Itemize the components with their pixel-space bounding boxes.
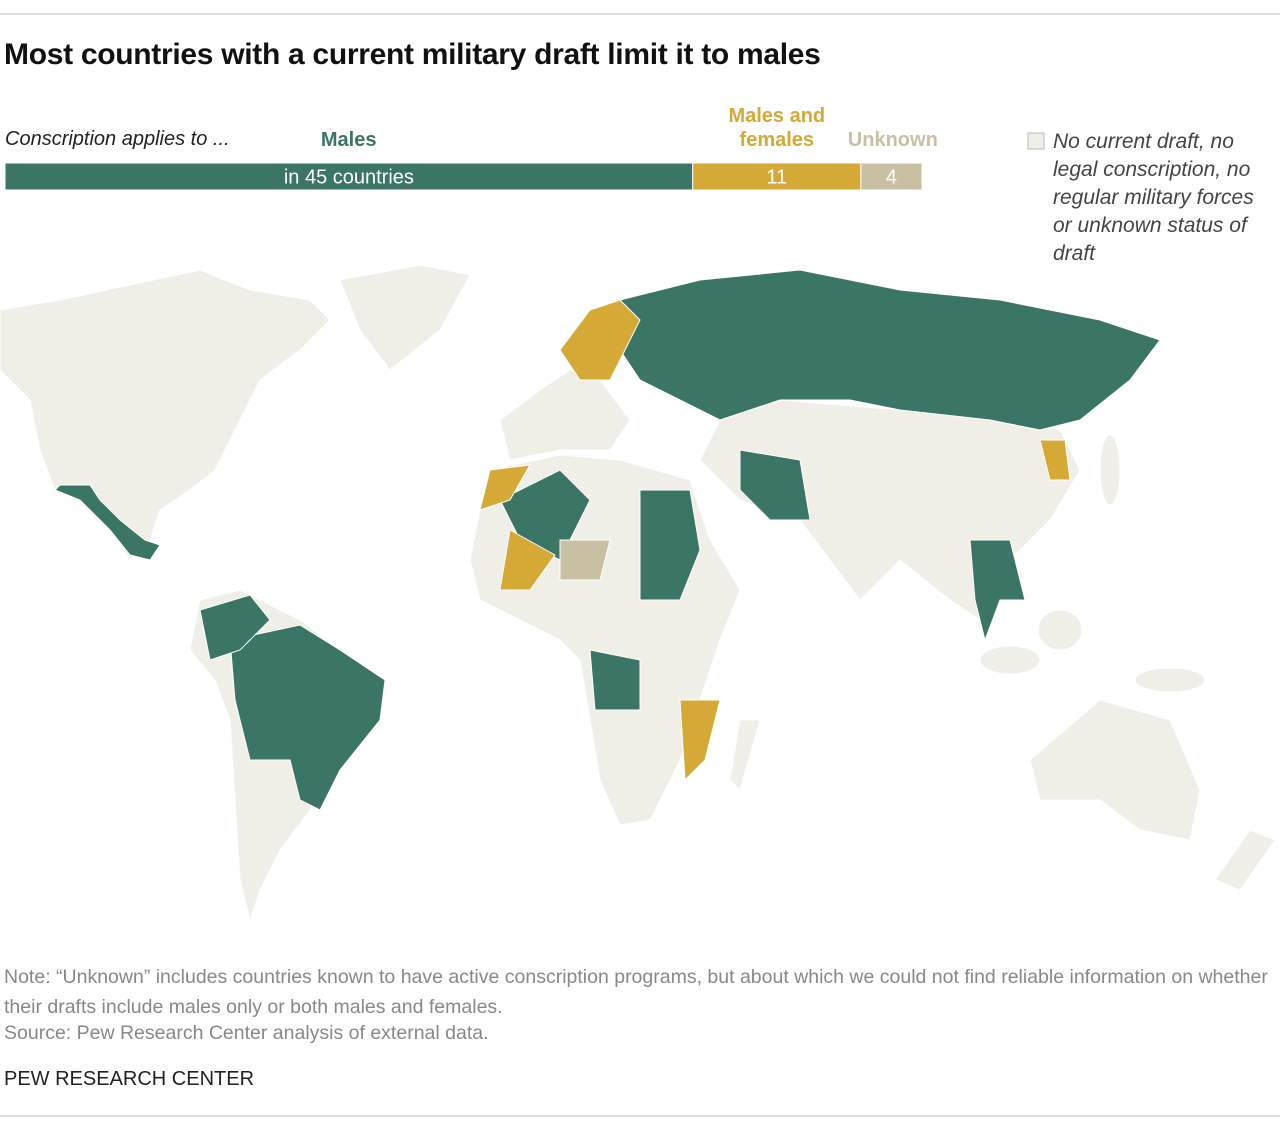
madagascar xyxy=(729,719,761,791)
russia xyxy=(619,269,1161,431)
iran-region xyxy=(739,449,811,521)
world-map xyxy=(0,264,1276,922)
venezuela-colombia xyxy=(199,594,271,661)
australia xyxy=(1029,699,1201,841)
stacked-bar: in 45 countries 11 4 xyxy=(4,162,923,191)
asia xyxy=(699,399,1081,621)
bar-segment xyxy=(860,162,923,191)
new-zealand xyxy=(1214,829,1276,891)
other-legend-swatch xyxy=(1027,132,1045,150)
other-legend-label: No current draft, no legal conscription,… xyxy=(1053,130,1254,265)
north-america xyxy=(0,269,331,561)
scandinavia xyxy=(559,299,641,381)
mali xyxy=(499,529,556,591)
mozambique xyxy=(679,699,721,782)
brazil xyxy=(229,624,386,811)
value-label: in 45 countries xyxy=(284,167,414,189)
footer: PEW RESEARCH CENTER xyxy=(4,1068,255,1090)
legend-label: Males xyxy=(320,129,377,151)
borneo xyxy=(1037,609,1083,651)
korea xyxy=(1039,439,1071,481)
bar-label: Conscription applies to ... xyxy=(5,128,230,150)
japan xyxy=(1099,434,1121,506)
value-label: 4 xyxy=(886,167,897,189)
legend-label: Unknown xyxy=(847,129,938,151)
bar-segment xyxy=(4,162,694,191)
chart-title: Most countries with a current military d… xyxy=(4,38,821,71)
morocco xyxy=(479,464,531,511)
southeast-asia xyxy=(969,539,1026,642)
indonesia xyxy=(979,645,1041,675)
value-label: 11 xyxy=(766,167,787,189)
note: Note: “Unknown” includes countries known… xyxy=(4,966,1268,1018)
angola xyxy=(589,649,641,711)
new-guinea xyxy=(1134,667,1206,693)
egypt-sudan xyxy=(639,489,701,601)
mexico xyxy=(54,484,161,561)
bar-segment xyxy=(692,162,862,191)
niger xyxy=(559,539,611,581)
source: Source: Pew Research Center analysis of … xyxy=(4,1022,489,1044)
legend-label: Males and females xyxy=(728,105,826,151)
greenland xyxy=(339,264,471,371)
europe xyxy=(499,369,631,461)
